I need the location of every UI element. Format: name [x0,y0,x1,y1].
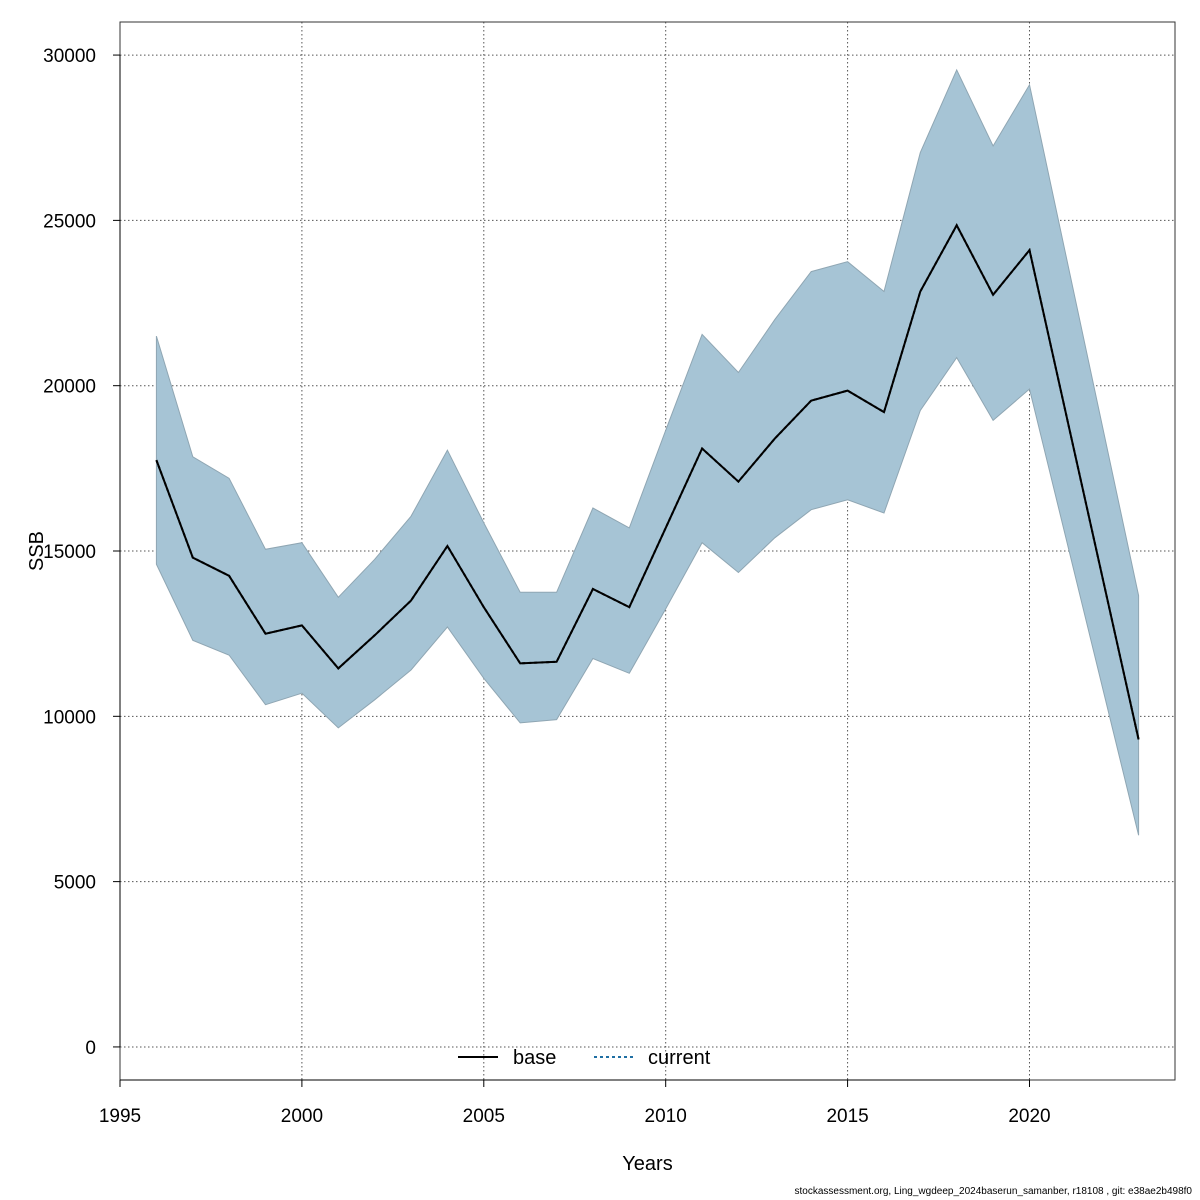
series-lines [155,223,1140,740]
confidence-band-area [155,68,1140,836]
x-axis: 1995 2000 2005 2010 2015 2020 [99,1079,1051,1127]
y-tick-label-25000: 25000 [43,211,96,232]
y-tick-label-30000: 30000 [43,46,96,67]
footer-credit: stockassessment.org, Ling_wgdeep_2024bas… [794,1186,1192,1197]
y-tick-label-0: 0 [85,1038,96,1059]
y-tick-label-20000: 20000 [43,377,96,398]
x-axis-title: Years [622,1153,672,1175]
legend: base current [458,1047,711,1069]
legend-label-base: base [513,1047,556,1069]
y-tick-label-15000: 15000 [43,542,96,563]
confidence-band [155,68,1140,836]
x-tick-label-2020: 2020 [1008,1106,1050,1127]
x-tick-label-2000: 2000 [281,1106,323,1127]
y-tick-label-5000: 5000 [54,873,96,894]
y-axis-title: SSB [26,531,48,571]
x-tick-label-1995: 1995 [99,1106,141,1127]
legend-label-current: current [648,1047,711,1069]
x-tick-label-2015: 2015 [826,1106,868,1127]
y-tick-label-10000: 10000 [43,707,96,728]
y-axis: 0 5000 10000 15000 20000 25000 30000 [43,46,121,1059]
series-line-current [155,223,1140,740]
x-tick-label-2010: 2010 [645,1106,687,1127]
x-tick-label-2005: 2005 [463,1106,505,1127]
